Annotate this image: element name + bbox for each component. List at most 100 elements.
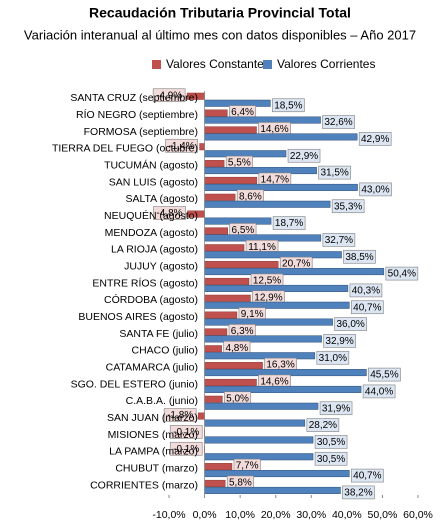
data-label: 11,1% — [248, 242, 276, 253]
label-box — [342, 485, 375, 500]
data-label: 14,6% — [260, 124, 288, 135]
bar — [204, 362, 263, 370]
legend-label: Valores Corrientes — [277, 57, 375, 71]
bar — [204, 486, 341, 494]
label-box — [316, 350, 350, 365]
y-tick-label: CHACO (julio) — [131, 345, 198, 357]
bar — [204, 436, 314, 444]
label-box — [314, 435, 348, 449]
x-tick-label: 0,0% — [193, 509, 217, 521]
label-box — [287, 148, 321, 163]
data-label: -1,8% — [167, 410, 193, 421]
y-tick-label: LA PAMPA (marzo) — [109, 446, 198, 458]
label-box — [385, 266, 419, 281]
bar — [204, 126, 257, 134]
x-tick-label: 50,0% — [368, 509, 398, 521]
chart-subtitle: Variación interanual al último mes con d… — [24, 27, 416, 42]
legend-swatch — [263, 60, 272, 69]
label-box — [322, 115, 355, 129]
label-box — [343, 249, 376, 264]
y-tick-label: SANTA CRUZ (septiembre) — [70, 92, 198, 104]
bar — [204, 463, 233, 471]
y-tick-label: SANTA FE (julio) — [119, 328, 198, 340]
label-box — [163, 408, 197, 422]
y-tick-label: MISIONES (marzo) — [108, 429, 198, 441]
y-tick-label: SAN JUAN (marzo) — [107, 412, 198, 424]
y-tick-label: LA RIOJA (agosto) — [111, 244, 198, 256]
y-tick-label: TIERRA DEL FUEGO (octubre) — [52, 143, 198, 155]
data-label: -4,8% — [156, 208, 182, 219]
label-box — [314, 451, 348, 466]
data-label: 18,5% — [274, 100, 302, 111]
y-tick-label: C.A.B.A. (junio) — [126, 395, 198, 407]
chart-title: Recaudación Tributaria Provincial Total — [89, 5, 351, 21]
data-label: 40,7% — [353, 471, 381, 482]
bar — [204, 335, 322, 343]
data-label: 28,2% — [309, 420, 337, 431]
label-box — [153, 206, 186, 220]
bar — [204, 352, 316, 360]
data-label: 30,5% — [317, 454, 345, 465]
y-tick-label: ENTRE RÍOS (agosto) — [92, 276, 198, 289]
y-tick-label: SGO. DEL ESTERO (junio) — [71, 378, 198, 390]
x-tick-label: 10,0% — [225, 509, 255, 521]
data-label: 18,7% — [275, 218, 303, 229]
bar — [199, 143, 205, 151]
data-label: 5,0% — [226, 393, 249, 404]
bar — [204, 176, 258, 184]
data-label: 9,1% — [241, 309, 264, 320]
data-label: 50,4% — [388, 269, 416, 280]
data-label: 32,6% — [324, 117, 352, 128]
y-tick-label: CORRIENTES (marzo) — [90, 479, 198, 491]
data-label: -0,1% — [173, 444, 199, 455]
data-label: 5,8% — [229, 478, 252, 489]
label-box — [272, 216, 306, 230]
data-label: 35,3% — [334, 201, 362, 212]
label-box — [322, 233, 356, 247]
data-label: 14,7% — [261, 175, 289, 186]
label-box — [306, 418, 340, 432]
y-tick-label: RÍO NEGRO (septiembre) — [76, 108, 198, 121]
y-tick-label: NEUQUÉN (agosto) — [104, 209, 198, 222]
label-box — [169, 425, 203, 439]
data-label: 5,5% — [228, 158, 251, 169]
label-box — [334, 317, 367, 331]
bar — [204, 402, 319, 410]
legend-label: Valores Constantes — [166, 57, 270, 71]
label-box — [319, 401, 353, 416]
data-label: 31,5% — [320, 168, 348, 179]
bar — [204, 301, 350, 309]
label-box — [368, 367, 401, 382]
label-box — [358, 132, 392, 146]
data-label: 45,5% — [370, 370, 398, 381]
label-box — [351, 468, 384, 483]
y-tick-label: BUENOS AIRES (agosto) — [78, 311, 198, 323]
data-label: -4,9% — [156, 90, 182, 101]
bar — [204, 244, 245, 252]
bar — [204, 318, 333, 326]
data-label: 7,7% — [236, 461, 259, 472]
bar — [204, 251, 342, 259]
data-label: -0,1% — [173, 427, 199, 438]
y-tick-label: SAN LUIS (agosto) — [109, 176, 198, 188]
x-tick-label: -10,0% — [152, 509, 185, 521]
label-box — [165, 138, 198, 153]
data-label: 42,9% — [361, 134, 389, 145]
data-label: 12,9% — [254, 292, 282, 303]
bar — [204, 109, 228, 117]
data-label: 6,5% — [231, 225, 254, 236]
data-label: 40,3% — [352, 286, 380, 297]
x-tick-label: 30,0% — [296, 509, 326, 521]
y-tick-label: CÓRDOBA (agosto) — [104, 293, 198, 306]
bar — [204, 268, 385, 276]
bar — [204, 395, 223, 403]
data-label: 8,6% — [239, 191, 262, 202]
bar — [204, 311, 238, 319]
x-tick-label: 60,0% — [403, 509, 433, 521]
data-label: 12,5% — [253, 276, 281, 287]
label-box — [359, 182, 392, 197]
data-label: 20,7% — [282, 259, 310, 270]
x-tick-label: 20,0% — [261, 509, 291, 521]
label-box — [362, 384, 396, 399]
legend-swatch — [152, 60, 161, 69]
